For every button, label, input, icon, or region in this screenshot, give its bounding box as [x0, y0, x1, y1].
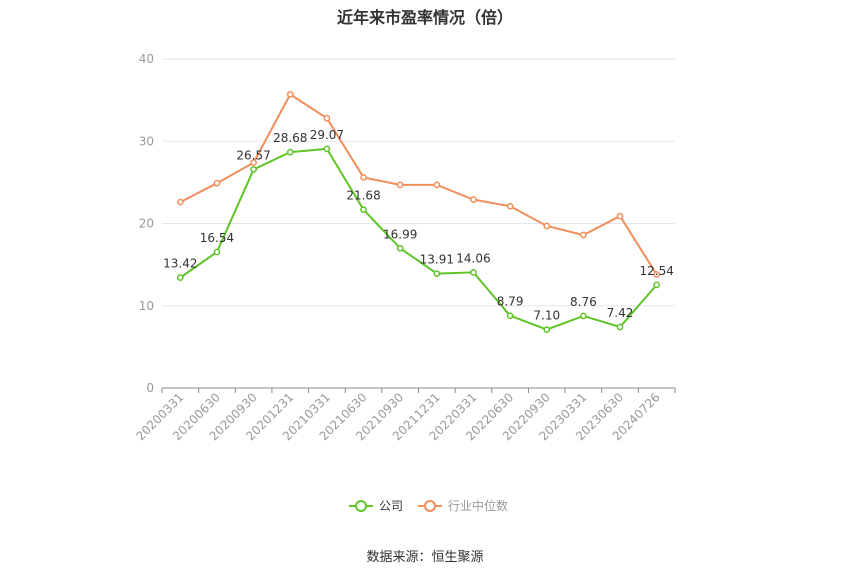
legend-industry-median-marker [424, 500, 436, 512]
data-label: 7.10 [533, 309, 560, 323]
company-point [580, 312, 587, 320]
data-label: 8.76 [570, 295, 597, 309]
industry-median-point [580, 231, 587, 239]
y-tick-label: 0 [146, 381, 154, 395]
company-point [506, 312, 514, 320]
data-label: 28.68 [273, 131, 307, 145]
legend-company-label: 公司 [379, 499, 403, 513]
company-point [323, 145, 331, 153]
industry-median-point [616, 212, 624, 220]
industry-median-point [360, 174, 367, 181]
data-source: 数据来源：恒生聚源 [366, 550, 484, 565]
industry-median-point [396, 181, 404, 189]
company-line [179, 147, 658, 331]
company-point [470, 269, 477, 276]
data-label: 14.06 [456, 251, 490, 265]
industry-median-point [543, 222, 551, 230]
chart-title: 近年来市盈率情况（倍） [336, 8, 513, 27]
industry-median-point [433, 181, 441, 189]
data-label: 13.91 [420, 253, 454, 267]
data-label: 12.54 [639, 264, 673, 278]
data-label: 21.68 [346, 189, 380, 203]
industry-median-point [506, 202, 514, 210]
company-point [213, 248, 221, 256]
data-label: 8.79 [497, 295, 524, 309]
industry-median-point [470, 196, 477, 203]
industry-median-point [176, 198, 184, 206]
y-tick-label: 10 [139, 299, 154, 313]
y-tick-label: 30 [139, 134, 154, 148]
data-label: 7.42 [607, 306, 634, 320]
company-point [176, 274, 184, 281]
company-point [616, 323, 624, 331]
y-tick-label: 20 [139, 217, 154, 231]
industry-median-point [323, 114, 331, 122]
company-point [433, 270, 441, 277]
company-point [396, 244, 404, 252]
company-point [286, 148, 294, 156]
industry-median-point [213, 179, 221, 187]
data-label: 13.42 [163, 257, 197, 271]
industry-median-point [250, 159, 257, 166]
y-tick-label: 40 [139, 52, 154, 66]
data-label: 26.57 [236, 148, 270, 162]
industry-median-line [179, 92, 658, 276]
data-label: 16.54 [200, 231, 234, 245]
data-label: 29.07 [310, 128, 344, 142]
company-point [543, 326, 551, 333]
legend-company-marker [355, 500, 367, 512]
industry-median-point [286, 91, 294, 98]
company-point [250, 166, 257, 173]
legend-industry-median-label: 行业中位数 [448, 498, 508, 513]
data-label: 16.99 [383, 227, 417, 241]
industry-median-point [653, 271, 661, 278]
company-point [653, 281, 661, 289]
company-point [360, 206, 367, 214]
